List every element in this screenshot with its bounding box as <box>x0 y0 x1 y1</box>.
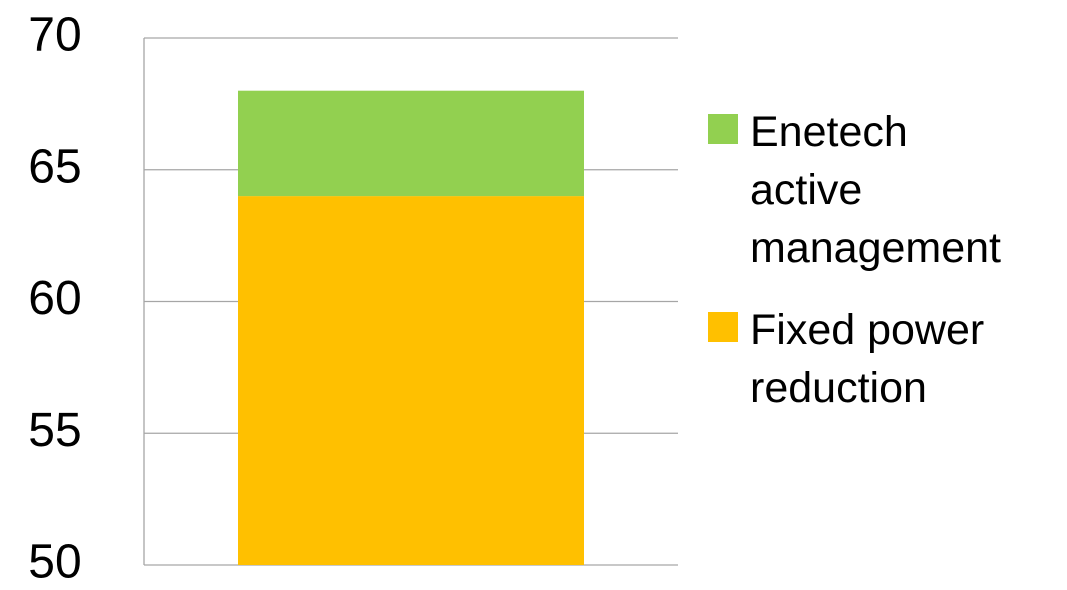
legend-label-line: Enetech <box>750 108 908 156</box>
legend-label-line: Fixed power <box>750 306 984 354</box>
y-tick-label-70: 70 <box>28 9 81 62</box>
legend-item-1[interactable]: Enetech active management <box>708 108 1001 272</box>
legend-label-line: active <box>750 166 862 214</box>
bar-stack <box>238 90 584 565</box>
legend-item-2[interactable]: Fixed power reduction <box>708 306 984 412</box>
y-tick-labels: 50 55 60 65 70 <box>28 9 81 589</box>
y-tick-label-50: 50 <box>28 536 81 589</box>
y-tick-label-65: 65 <box>28 140 81 193</box>
legend-swatch <box>708 312 738 342</box>
legend-label-line: management <box>750 224 1001 272</box>
y-tick-label-60: 60 <box>28 272 81 325</box>
y-tick-label-55: 55 <box>28 404 81 457</box>
legend-swatch <box>708 114 738 144</box>
legend-label-line: reduction <box>750 364 927 412</box>
bar-segment-fixed-power-reduction <box>238 196 584 565</box>
legend[interactable]: Enetech active management Fixed power reduct… <box>708 108 1001 412</box>
bar-segment-enetech-active-management <box>238 90 584 197</box>
